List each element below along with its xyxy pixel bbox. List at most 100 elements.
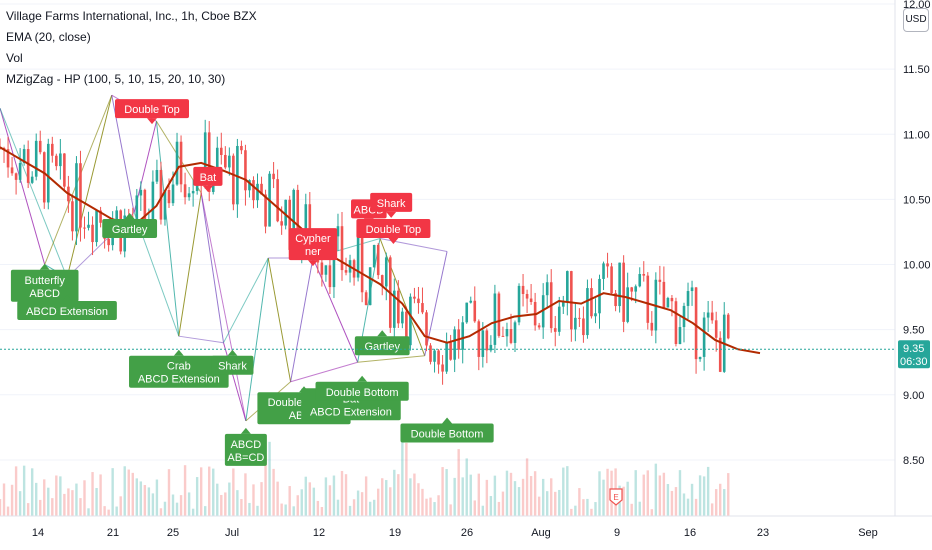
volume-bar — [566, 466, 569, 516]
pattern-label: Gartley — [354, 330, 410, 356]
volume-bar — [505, 470, 509, 516]
candle-body — [139, 189, 143, 196]
volume-bar — [204, 506, 207, 516]
pattern-label-text: ABCD Extension — [26, 306, 108, 318]
volume-bar — [123, 466, 126, 516]
candle-body — [51, 143, 54, 156]
volume-bar — [268, 441, 271, 516]
candle-body — [22, 149, 26, 164]
volume-bar — [95, 488, 98, 516]
candle-body — [485, 330, 489, 351]
candle-body — [437, 350, 440, 365]
volume-bar — [513, 481, 517, 516]
candle-body — [662, 281, 666, 308]
symbol-title[interactable]: Village Farms International, Inc., 1h, C… — [6, 9, 257, 23]
candle-body — [18, 163, 22, 180]
candle-body — [79, 163, 82, 228]
candle-body — [380, 275, 384, 287]
volume-bars — [0, 435, 730, 516]
currency-badge[interactable]: USD — [903, 8, 929, 32]
volume-indicator-label[interactable]: Vol — [6, 51, 23, 65]
candle-body — [248, 180, 251, 191]
volume-bar — [159, 508, 163, 516]
volume-bar — [686, 498, 690, 516]
candle-body — [203, 132, 207, 183]
candle-body — [26, 149, 30, 183]
earnings-marker[interactable]: E — [609, 488, 623, 506]
candle-body — [473, 300, 477, 322]
zigzag-indicator-label[interactable]: MZigZag - HP (100, 5, 10, 15, 20, 10, 30… — [6, 72, 226, 86]
candle-body — [702, 317, 706, 357]
candle-body — [469, 300, 473, 303]
zigzag-segment — [245, 257, 269, 421]
volume-bar — [14, 466, 18, 516]
zigzag-segment — [200, 192, 225, 343]
volume-bar — [590, 508, 593, 516]
volume-bar — [224, 492, 227, 516]
volume-bar — [389, 487, 392, 516]
pattern-label-text: Gartley — [365, 341, 401, 353]
volume-bar — [264, 455, 267, 516]
volume-bar — [67, 488, 70, 516]
ema-indicator-label[interactable]: EMA (20, close) — [6, 30, 91, 44]
pattern-label-text: Double Top — [124, 104, 179, 116]
candle-body — [682, 305, 686, 328]
pattern-leg — [290, 361, 358, 383]
pattern-leg — [223, 257, 269, 343]
price-tick-label: 9.00 — [903, 390, 924, 402]
pattern-label: Shark — [211, 349, 254, 375]
volume-bar — [368, 501, 372, 516]
time-axis[interactable]: 14 21 25 Jul 12 19 26 Aug 9 16 23 Sep — [0, 515, 932, 539]
volume-bar — [91, 472, 94, 516]
volume-bar — [727, 473, 730, 516]
volume-bar — [30, 468, 34, 516]
candle-body — [489, 344, 493, 351]
candle-body — [143, 189, 147, 221]
volume-bar — [714, 489, 718, 516]
price-axis[interactable]: 12.00 11.50 11.00 10.50 10.00 9.50 9.00 8.50 — [894, 0, 931, 516]
candle-body — [320, 262, 324, 275]
volume-bar — [288, 486, 291, 516]
pattern-label-pointer — [202, 185, 213, 192]
candle-body — [461, 322, 465, 350]
volume-bar — [43, 479, 46, 516]
volume-bar — [340, 470, 344, 516]
pattern-label-pointer — [124, 212, 135, 219]
volume-bar — [252, 484, 255, 516]
candle-body — [30, 176, 34, 183]
candle-body — [324, 265, 328, 275]
price-tick-label: 10.00 — [903, 260, 931, 272]
zigzag-segment — [290, 257, 314, 382]
volume-bar — [171, 494, 175, 516]
volume-bar — [167, 469, 171, 516]
volume-bar — [59, 476, 62, 516]
candle-body — [115, 210, 118, 223]
volume-bar — [570, 508, 573, 516]
candle-body — [674, 301, 678, 344]
volume-bar — [397, 474, 400, 516]
candle-body — [670, 297, 674, 302]
volume-bar — [336, 499, 340, 516]
candle-body — [284, 199, 287, 226]
volume-bar — [465, 458, 468, 516]
pattern-label-text: Double Bottom — [411, 428, 484, 440]
candle-body — [296, 189, 300, 251]
candle-body — [421, 303, 424, 313]
time-tick-label: 21 — [107, 527, 119, 539]
candle-body — [574, 317, 577, 330]
volume-bar — [654, 463, 658, 516]
candle-body — [622, 262, 625, 322]
volume-bar — [634, 470, 637, 516]
candle-body — [14, 173, 18, 180]
pattern-label-box — [400, 423, 494, 443]
candle-body — [610, 266, 613, 294]
candle-body — [179, 141, 183, 185]
pattern-label-text: Butterfly — [25, 275, 66, 287]
pattern-label-text: Bat — [200, 172, 217, 184]
candle-body — [288, 199, 291, 250]
volume-bar — [151, 493, 155, 516]
time-tick-label: 19 — [389, 527, 401, 539]
volume-bar — [670, 490, 674, 516]
volume-bar — [622, 486, 625, 516]
